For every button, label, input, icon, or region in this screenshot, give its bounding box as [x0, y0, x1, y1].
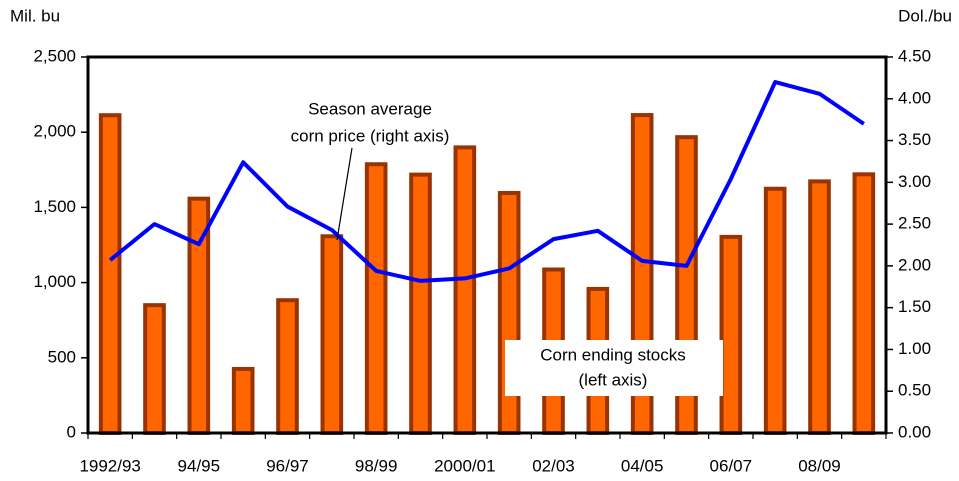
line — [108, 80, 865, 283]
bar — [143, 303, 166, 435]
x-tick-label: 98/99 — [355, 456, 398, 475]
y2-tick-label: 4.50 — [898, 46, 931, 65]
annotation-box — [505, 340, 723, 396]
x-tick-label: 04/05 — [621, 456, 664, 475]
bar — [231, 366, 255, 435]
bar — [497, 190, 521, 435]
annotation: corn price (right axis) — [291, 126, 450, 145]
y-tick-label: 2,500 — [33, 46, 76, 65]
x-tick-label: 2000/01 — [434, 456, 495, 475]
y-tick-label: 1,000 — [33, 272, 76, 291]
annotation: (left axis) — [579, 370, 648, 389]
bar — [320, 234, 344, 435]
bar — [719, 234, 743, 435]
annotation-pointer — [336, 147, 353, 241]
bar — [852, 172, 876, 435]
x-tick-label: 08/09 — [798, 456, 841, 475]
plot-frame — [86, 55, 888, 435]
y-tick-label: 500 — [48, 347, 76, 366]
annotation: Corn ending stocks — [540, 345, 686, 364]
y-tick-label: 2,000 — [33, 122, 76, 141]
x-tick-label: 06/07 — [710, 456, 753, 475]
bar — [409, 172, 432, 435]
y2-tick-label: 4.00 — [898, 88, 931, 107]
bar — [364, 162, 388, 435]
x-tick-label: 1992/93 — [79, 456, 140, 475]
annotation: Season average — [308, 99, 432, 118]
y-axis-label: Mil. bu — [10, 6, 60, 25]
bar — [763, 186, 787, 435]
bar — [808, 179, 831, 435]
y-tick-label: 0 — [67, 422, 76, 441]
x-tick-label: 94/95 — [178, 456, 221, 475]
bar — [98, 113, 122, 435]
y2-tick-label: 0.50 — [898, 381, 931, 400]
y2-tick-label: 2.50 — [898, 214, 931, 233]
bar — [276, 298, 299, 436]
bar — [453, 145, 477, 435]
x-tick-label: 96/97 — [266, 456, 309, 475]
x-tick-label: 02/03 — [532, 456, 575, 475]
y2-axis-label: Dol./bu — [898, 6, 952, 25]
y2-tick-label: 1.00 — [898, 339, 931, 358]
y2-tick-label: 2.00 — [898, 255, 931, 274]
y2-tick-label: 1.50 — [898, 297, 931, 316]
y2-tick-label: 3.50 — [898, 130, 931, 149]
y2-tick-label: 0.00 — [898, 422, 931, 441]
y2-tick-label: 3.00 — [898, 172, 931, 191]
y-tick-label: 1,500 — [33, 197, 76, 216]
